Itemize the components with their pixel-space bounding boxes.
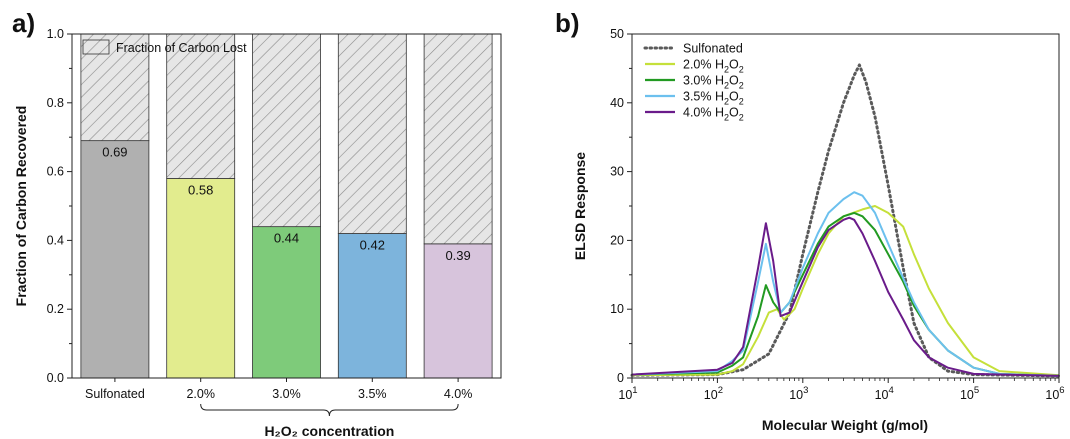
panel-b-label: b) [555,8,580,38]
legend-label: 2.0% H2O2 [683,58,744,75]
x-tick-label: 106 [1045,385,1064,402]
bar-group: 0.69 0.58 0.44 0.42 0.39 [80,33,493,379]
x-tick-label: 103 [789,385,808,402]
series-line [631,205,1060,377]
y-tick-label: 10 [610,302,624,316]
bar-data-label: 0.69 [102,145,127,160]
x-tick-label: 102 [704,385,723,402]
x-tick-label: 104 [875,385,894,402]
x-tick-label: 2.0% [186,387,215,401]
y-axis-title: ELSD Response [572,152,588,260]
y-axis-ticks: 0 10 20 30 40 50 [610,27,632,385]
y-tick-label: 1.0 [47,27,64,41]
bar-recovered [166,178,236,379]
bar-carbon-lost [337,33,407,234]
y-tick-label: 0.4 [47,233,64,247]
legend-label: 3.0% H2O2 [683,74,744,91]
bar-carbon-lost [166,33,236,179]
x-tick-label: 4.0% [444,387,473,401]
plot-frame [71,33,502,379]
bar-data-label: 0.42 [360,238,385,253]
y-tick-label: 0.6 [47,165,64,179]
y-tick-label: 0.8 [47,96,64,110]
series-lines [630,63,1061,378]
legend-label-carbon-lost: Fraction of Carbon Lost [116,41,247,55]
x-tick-label: 101 [618,385,637,402]
bar-recovered [252,226,321,379]
y-tick-label: 30 [610,165,624,179]
x-tick-label: 3.5% [358,387,387,401]
x-axis-ticks: 101 102 103 104 105 106 [618,378,1065,402]
legend-swatch-carbon-lost [82,39,110,55]
series-line [630,63,1061,378]
y-tick-label: 50 [610,27,624,41]
x-tick-label: 105 [960,385,979,402]
category-bracket [200,403,459,417]
plot-frame [631,33,1060,379]
bar-recovered [80,140,150,379]
series-line [631,216,1060,377]
bar-data-label: 0.39 [445,248,470,263]
x-axis-title: Molecular Weight (g/mol) [762,417,928,433]
line-chart-panel: b) 0 10 20 30 40 50 101 102 103 104 105 106 Sulfon… [555,8,1065,433]
x-tick-label: Sulfonated [85,387,145,401]
bar-carbon-lost [252,33,321,228]
bar-carbon-lost [423,33,493,245]
bar-recovered [337,233,407,379]
y-tick-label: 20 [610,233,624,247]
bar-data-label: 0.44 [274,231,299,246]
bar-chart-panel: a) 0.69 0.58 0.44 0.42 0.39 0.0 0.2 0.4 0.6 0.8 1… [12,8,502,439]
legend-label: Sulfonated [683,42,743,56]
y-tick-label: 0 [617,371,624,385]
series-line [631,211,1060,377]
x-axis-ticks: Sulfonated 2.0% 3.0% 3.5% 4.0% [85,378,472,401]
legend-label: 3.5% H2O2 [683,90,744,107]
x-tick-label: 3.0% [272,387,301,401]
panel-a-label: a) [12,8,35,38]
y-axis-title: Fraction of Carbon Recovered [13,106,29,307]
y-tick-label: 40 [610,96,624,110]
y-tick-label: 0.0 [47,371,64,385]
series-line [631,191,1060,377]
y-axis-ticks: 0.0 0.2 0.4 0.6 0.8 1.0 [47,27,72,385]
legend-label: 4.0% H2O2 [683,106,744,123]
x-axis-title: H₂O₂ concentration [264,423,394,439]
bar-data-label: 0.58 [188,182,213,197]
bar-recovered [423,243,493,379]
y-tick-label: 0.2 [47,302,64,316]
